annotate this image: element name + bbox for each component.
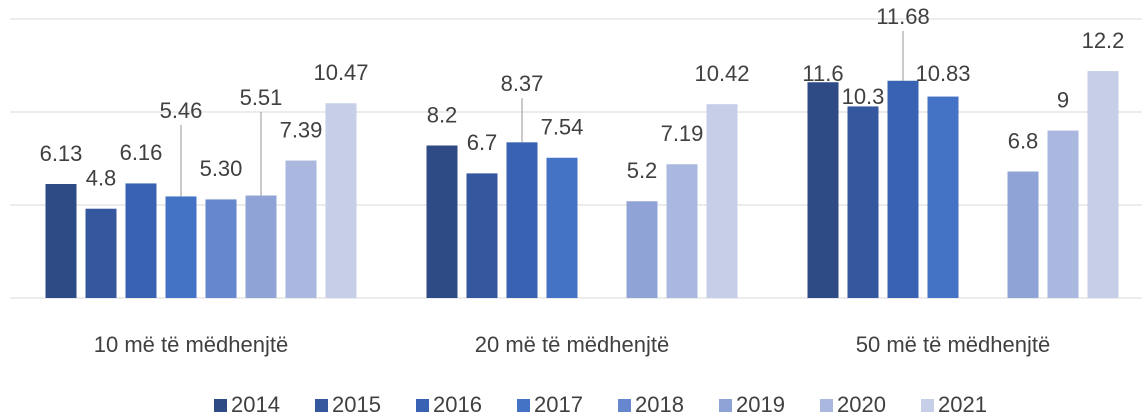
data-label: 6.7 bbox=[467, 130, 498, 155]
data-label: 5.46 bbox=[160, 98, 203, 123]
data-label: 7.39 bbox=[280, 117, 323, 142]
bar bbox=[626, 201, 658, 298]
data-label: 7.19 bbox=[661, 121, 704, 146]
data-label: 6.16 bbox=[120, 140, 163, 165]
legend-swatch bbox=[416, 399, 429, 412]
x-tick-label: 10 më të mëdhenjtë bbox=[94, 332, 288, 357]
legend-swatch bbox=[921, 399, 934, 412]
legend-label: 2020 bbox=[837, 392, 886, 414]
legend-swatch bbox=[618, 399, 631, 412]
data-label: 10.42 bbox=[694, 61, 749, 86]
x-tick-label: 50 më të mëdhenjtë bbox=[856, 332, 1050, 357]
data-label: 5.30 bbox=[200, 156, 243, 181]
bar bbox=[205, 199, 237, 298]
bar bbox=[285, 160, 317, 298]
legend-label: 2014 bbox=[231, 392, 280, 414]
bar bbox=[706, 104, 738, 298]
legend-label: 2019 bbox=[736, 392, 785, 414]
data-label: 4.8 bbox=[86, 166, 117, 191]
bar bbox=[887, 80, 919, 298]
data-label: 8.2 bbox=[427, 102, 458, 127]
bar bbox=[325, 103, 357, 299]
bar bbox=[245, 195, 277, 298]
bar bbox=[847, 106, 879, 298]
bar bbox=[927, 96, 959, 298]
legend-swatch bbox=[517, 399, 530, 412]
bar bbox=[45, 183, 77, 298]
bar bbox=[1007, 171, 1039, 298]
data-label: 5.51 bbox=[240, 85, 283, 110]
bar bbox=[506, 142, 538, 298]
bar bbox=[666, 164, 698, 298]
data-label: 12.2 bbox=[1082, 28, 1125, 53]
legend-swatch bbox=[315, 399, 328, 412]
legend-swatch bbox=[214, 399, 227, 412]
data-label: 9 bbox=[1057, 87, 1069, 112]
data-label: 10.3 bbox=[842, 84, 885, 109]
data-label: 6.13 bbox=[40, 141, 83, 166]
bar bbox=[466, 173, 498, 298]
bar bbox=[165, 196, 197, 298]
data-label: 10.83 bbox=[915, 61, 970, 86]
data-label: 6.8 bbox=[1008, 128, 1039, 153]
data-label: 5.2 bbox=[627, 158, 658, 183]
legend-swatch bbox=[719, 399, 732, 412]
data-label: 10.47 bbox=[313, 60, 368, 85]
legend-label: 2021 bbox=[938, 392, 987, 414]
bar bbox=[807, 82, 839, 299]
legend-label: 2015 bbox=[332, 392, 381, 414]
bar bbox=[85, 208, 117, 298]
bar bbox=[426, 145, 458, 298]
data-label: 8.37 bbox=[501, 71, 544, 96]
bar bbox=[1087, 71, 1119, 298]
data-label: 7.54 bbox=[541, 115, 584, 140]
legend-label: 2016 bbox=[433, 392, 482, 414]
data-label: 11.6 bbox=[802, 61, 843, 86]
data-label: 11.68 bbox=[876, 4, 929, 29]
bar bbox=[1047, 130, 1079, 298]
legend-label: 2017 bbox=[534, 392, 583, 414]
legend-label: 2018 bbox=[635, 392, 684, 414]
bar bbox=[125, 183, 157, 298]
bar bbox=[546, 157, 578, 298]
x-tick-label: 20 më të mëdhenjtë bbox=[475, 332, 669, 357]
legend-swatch bbox=[820, 399, 833, 412]
